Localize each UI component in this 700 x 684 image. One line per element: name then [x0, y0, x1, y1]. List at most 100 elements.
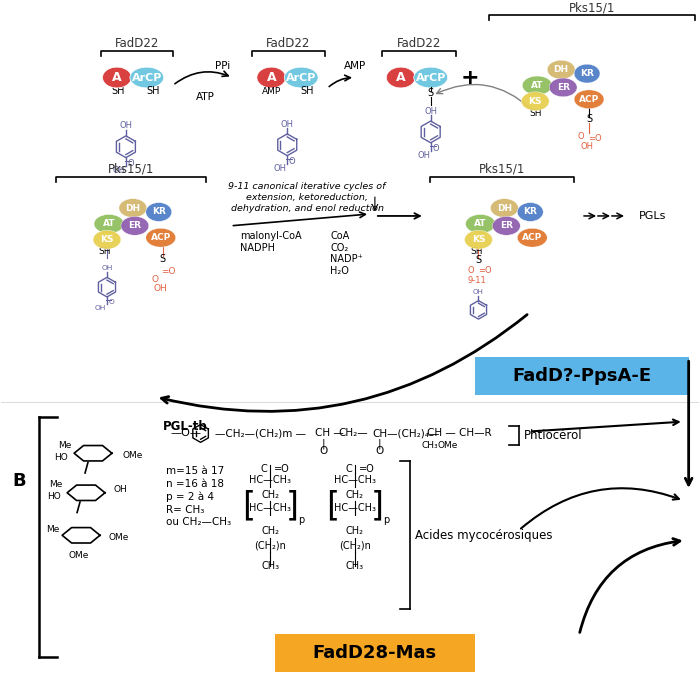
Text: ArCP: ArCP — [286, 73, 316, 83]
FancyArrowPatch shape — [162, 315, 527, 411]
Text: CH₃: CH₃ — [261, 561, 279, 571]
Text: R= CH₃: R= CH₃ — [166, 505, 204, 514]
Text: FadD22: FadD22 — [115, 38, 159, 51]
Text: ArCP: ArCP — [416, 73, 446, 83]
Text: A: A — [396, 71, 405, 84]
Ellipse shape — [119, 198, 147, 218]
Text: dehydration, and enol reduction: dehydration, and enol reduction — [231, 204, 384, 213]
Text: PPi: PPi — [215, 61, 230, 70]
Text: S: S — [475, 255, 482, 265]
Text: HO: HO — [48, 492, 61, 501]
Text: |: | — [321, 438, 325, 449]
Text: CH₃: CH₃ — [421, 440, 438, 450]
Text: S: S — [428, 88, 434, 98]
Text: CH₃: CH₃ — [346, 561, 364, 571]
Text: ArCP: ArCP — [132, 73, 162, 83]
Text: malonyl-CoA: malonyl-CoA — [240, 231, 302, 241]
Text: CH — CH—R: CH — CH—R — [427, 428, 491, 438]
Ellipse shape — [547, 60, 575, 79]
Text: OH: OH — [424, 107, 438, 116]
Text: Pks15/1: Pks15/1 — [569, 2, 615, 15]
Text: O: O — [108, 300, 114, 305]
Text: ACP: ACP — [522, 233, 543, 242]
Text: OMe: OMe — [69, 551, 90, 560]
Ellipse shape — [517, 202, 543, 222]
Text: KS: KS — [528, 96, 542, 106]
Text: OH: OH — [154, 284, 167, 293]
Text: DH: DH — [497, 204, 512, 213]
Text: p: p — [298, 516, 304, 525]
Text: OMe: OMe — [123, 451, 144, 460]
Text: FadD22: FadD22 — [266, 38, 310, 51]
Text: 9-11: 9-11 — [467, 276, 486, 285]
Text: H₂O: H₂O — [330, 266, 349, 276]
Text: =O: =O — [359, 464, 375, 474]
Text: OMe: OMe — [438, 440, 458, 450]
Ellipse shape — [492, 216, 520, 235]
Text: OMe: OMe — [109, 533, 130, 542]
Text: p: p — [383, 516, 389, 525]
Text: OH: OH — [114, 486, 127, 495]
Text: —O—: —O— — [171, 428, 202, 438]
Text: O: O — [376, 446, 384, 456]
Text: O: O — [467, 266, 474, 275]
Ellipse shape — [94, 215, 124, 233]
Text: SH: SH — [529, 109, 542, 118]
Text: O: O — [433, 144, 439, 153]
Polygon shape — [62, 527, 100, 543]
Ellipse shape — [574, 64, 600, 83]
Text: Me: Me — [46, 525, 60, 534]
Text: O: O — [578, 133, 584, 142]
Text: HC—CH₃: HC—CH₃ — [334, 475, 376, 485]
FancyBboxPatch shape — [475, 357, 689, 395]
Text: OH: OH — [473, 289, 484, 295]
Polygon shape — [67, 485, 105, 501]
Text: Pks15/1: Pks15/1 — [480, 163, 526, 176]
Text: KR: KR — [524, 207, 537, 217]
Ellipse shape — [121, 216, 149, 235]
Text: C: C — [345, 464, 352, 474]
Ellipse shape — [414, 67, 447, 88]
Text: AT: AT — [474, 220, 486, 228]
Text: CH₂: CH₂ — [261, 490, 279, 500]
Text: DH: DH — [554, 65, 568, 74]
Text: ACP: ACP — [579, 95, 599, 104]
FancyArrowPatch shape — [532, 419, 678, 432]
Ellipse shape — [522, 76, 552, 95]
Text: =O: =O — [161, 267, 175, 276]
Text: O: O — [319, 446, 327, 456]
Text: KS: KS — [100, 235, 113, 244]
Text: ER: ER — [500, 222, 513, 231]
Ellipse shape — [574, 90, 604, 109]
Text: DH: DH — [125, 204, 141, 213]
Text: CH₂: CH₂ — [346, 490, 364, 500]
Text: =O: =O — [274, 464, 290, 474]
Text: n =16 à 18: n =16 à 18 — [166, 479, 224, 489]
Text: ]: ] — [286, 489, 299, 522]
Text: ER: ER — [128, 222, 141, 231]
Text: KR: KR — [580, 69, 594, 78]
Ellipse shape — [465, 231, 492, 249]
Text: O: O — [151, 275, 158, 284]
Text: =O: =O — [477, 266, 491, 275]
Text: KS: KS — [472, 235, 485, 244]
Text: KR: KR — [152, 207, 166, 217]
Text: p = 2 à 4: p = 2 à 4 — [166, 492, 214, 502]
Text: —CH₂—(CH₂)m —: —CH₂—(CH₂)m — — [214, 428, 305, 438]
Ellipse shape — [284, 67, 318, 88]
Text: HO: HO — [55, 453, 68, 462]
Text: OH: OH — [102, 265, 113, 272]
Text: HC—CH₃: HC—CH₃ — [249, 503, 291, 512]
Ellipse shape — [130, 67, 164, 88]
Text: AT: AT — [531, 81, 543, 90]
Text: OH: OH — [274, 164, 287, 173]
Text: OH: OH — [95, 306, 106, 311]
Text: Acides mycocérosiques: Acides mycocérosiques — [414, 529, 552, 542]
Text: AMP: AMP — [262, 87, 281, 96]
Text: Pks15/1: Pks15/1 — [108, 163, 154, 176]
Text: CH—(CH₂)₄—: CH—(CH₂)₄— — [372, 428, 440, 438]
Text: (CH₂)n: (CH₂)n — [339, 540, 371, 550]
Text: O: O — [127, 159, 134, 168]
Text: [: [ — [327, 489, 340, 522]
Text: FadD28-Mas: FadD28-Mas — [313, 644, 437, 662]
